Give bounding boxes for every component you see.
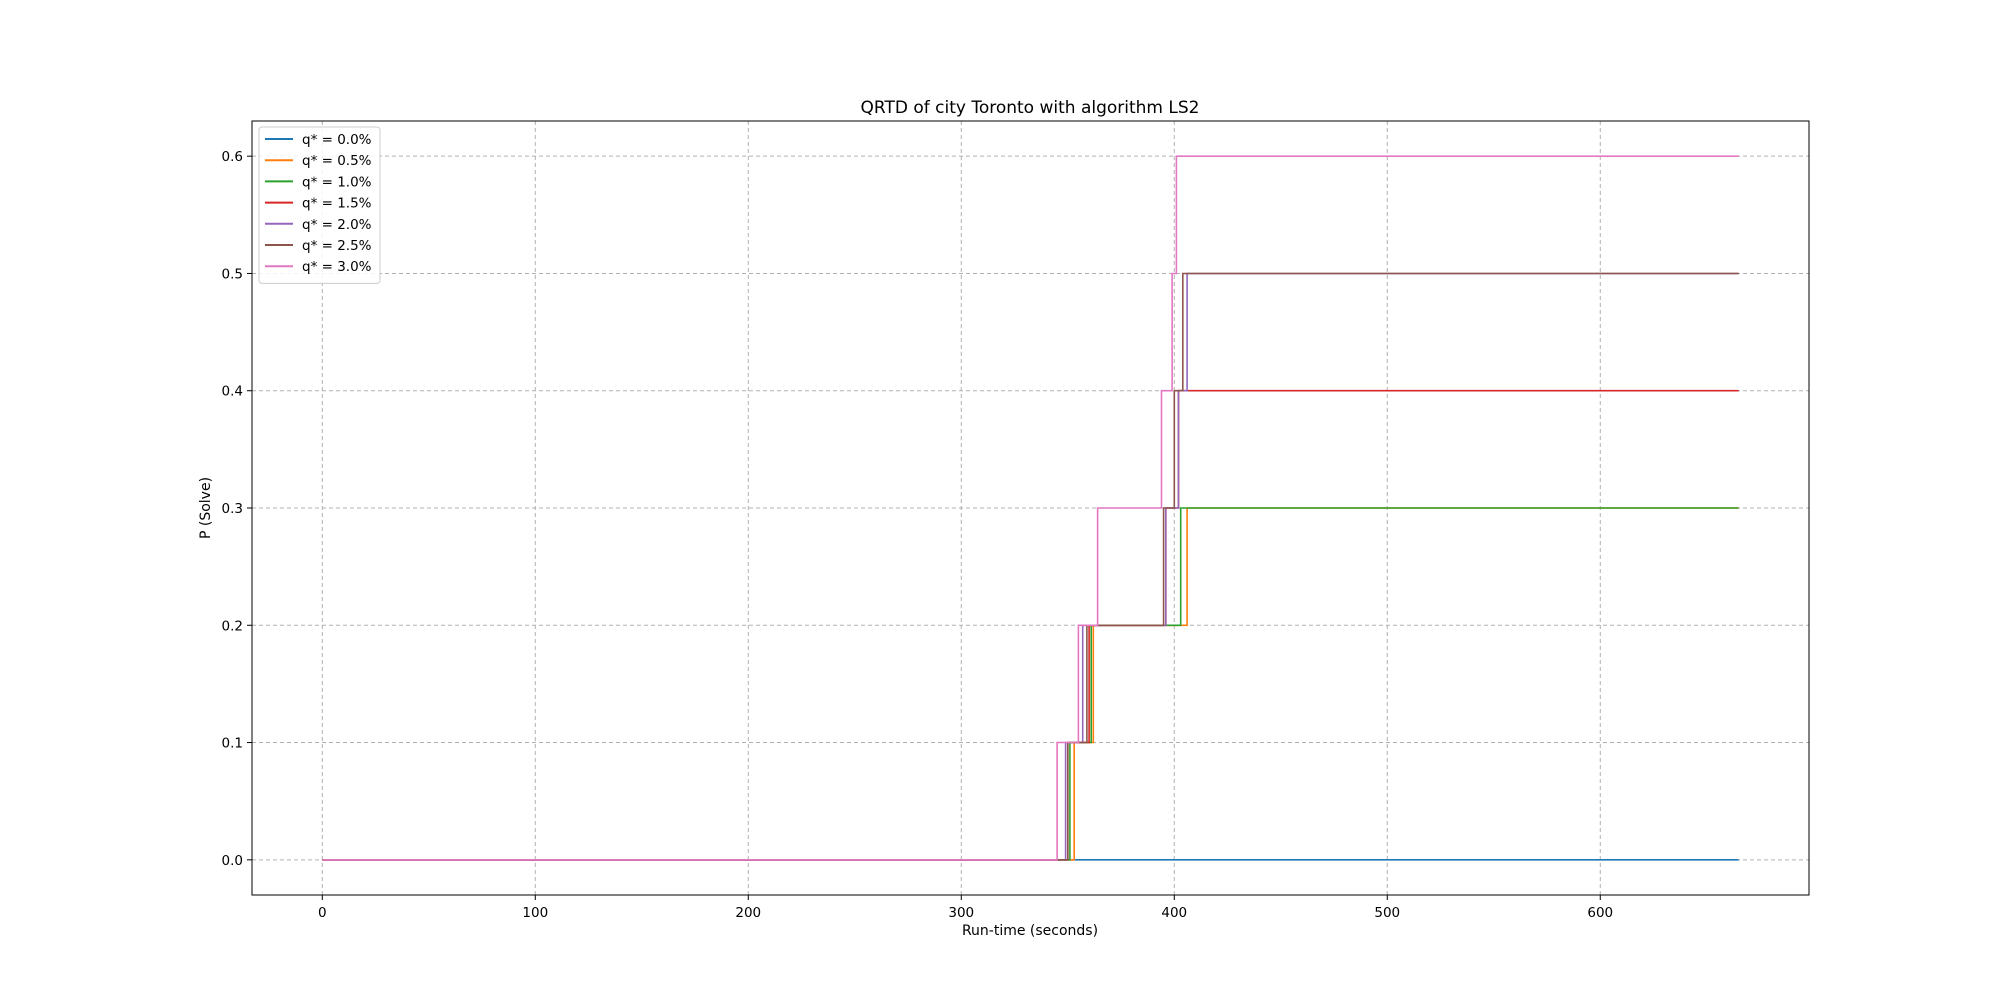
y-axis-title: P (Solve) xyxy=(198,477,214,539)
x-tick-label: 500 xyxy=(1374,905,1400,921)
legend-label: q* = 3.0% xyxy=(302,259,372,275)
legend-label: q* = 1.5% xyxy=(302,196,372,212)
chart-title: QRTD of city Toronto with algorithm LS2 xyxy=(861,98,1200,118)
y-tick-label: 0.4 xyxy=(222,384,243,400)
series-line-2 xyxy=(322,507,1739,861)
series-line-6 xyxy=(322,155,1739,861)
axis-ticks: 0 100 200 300 400 500 600 0.0 0.1 0.2 0.3 0.4 0.5 0.6 xyxy=(222,149,1614,921)
legend-label: q* = 0.0% xyxy=(302,132,372,148)
legend-label: q* = 0.5% xyxy=(302,153,372,169)
y-tick-label: 0.3 xyxy=(222,501,243,517)
series-line-1 xyxy=(322,507,1739,861)
legend-label: q* = 2.0% xyxy=(302,217,372,233)
legend-label: q* = 1.0% xyxy=(302,174,372,190)
x-tick-label: 600 xyxy=(1587,905,1613,921)
x-tick-label: 300 xyxy=(948,905,974,921)
y-tick-label: 0.6 xyxy=(222,149,243,165)
x-tick-label: 200 xyxy=(735,905,761,921)
x-tick-label: 100 xyxy=(522,905,548,921)
legend-label: q* = 2.5% xyxy=(302,238,372,254)
series-line-4 xyxy=(322,272,1739,861)
x-axis-title: Run-time (seconds) xyxy=(962,923,1098,939)
legend: q* = 0.0% q* = 0.5% q* = 1.0% q* = 1.5% q* =… xyxy=(258,126,381,284)
y-tick-label: 0.0 xyxy=(222,853,243,869)
y-tick-label: 0.5 xyxy=(222,266,243,282)
y-tick-label: 0.2 xyxy=(222,618,243,634)
x-tick-label: 400 xyxy=(1161,905,1187,921)
x-tick-label: 0 xyxy=(318,905,327,921)
series-line-5 xyxy=(322,272,1739,861)
series-lines xyxy=(322,155,1739,861)
y-tick-label: 0.1 xyxy=(222,736,243,752)
